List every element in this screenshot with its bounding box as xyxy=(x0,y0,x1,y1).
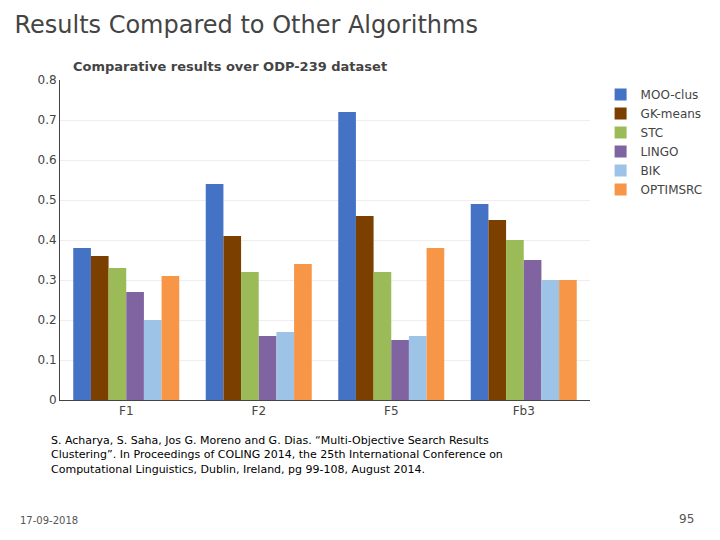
svg-text:STC: STC xyxy=(641,126,664,140)
svg-text:OPTIMSRC: OPTIMSRC xyxy=(641,183,703,197)
svg-text:0.7: 0.7 xyxy=(38,113,57,127)
svg-text:BIK: BIK xyxy=(641,164,662,178)
svg-text:Results Compared to Other Algo: Results Compared to Other Algorithms xyxy=(14,11,478,39)
svg-text:95: 95 xyxy=(679,512,694,526)
svg-text:Comparative results over ODP-2: Comparative results over ODP-239 dataset xyxy=(73,59,387,74)
svg-text:0.3: 0.3 xyxy=(38,273,57,287)
svg-text:0.5: 0.5 xyxy=(38,193,57,207)
svg-text:MOO-clus: MOO-clus xyxy=(641,88,699,102)
svg-text:0.8: 0.8 xyxy=(38,73,57,87)
svg-text:GK-means: GK-means xyxy=(641,107,702,121)
svg-text:0.6: 0.6 xyxy=(38,153,57,167)
svg-text:LINGO: LINGO xyxy=(641,145,679,159)
svg-text:17-09-2018: 17-09-2018 xyxy=(20,515,78,526)
svg-text:0.2: 0.2 xyxy=(38,313,57,327)
svg-text:S. Acharya, S. Saha, Jos G. Mo: S. Acharya, S. Saha, Jos G. Moreno and G… xyxy=(51,434,503,476)
svg-text:0.1: 0.1 xyxy=(38,353,57,367)
svg-text:F2: F2 xyxy=(251,404,266,418)
svg-text:0: 0 xyxy=(49,393,57,407)
svg-text:0.4: 0.4 xyxy=(38,233,57,247)
svg-text:Fb3: Fb3 xyxy=(513,404,535,418)
svg-text:F1: F1 xyxy=(119,404,134,418)
svg-text:F5: F5 xyxy=(384,404,399,418)
